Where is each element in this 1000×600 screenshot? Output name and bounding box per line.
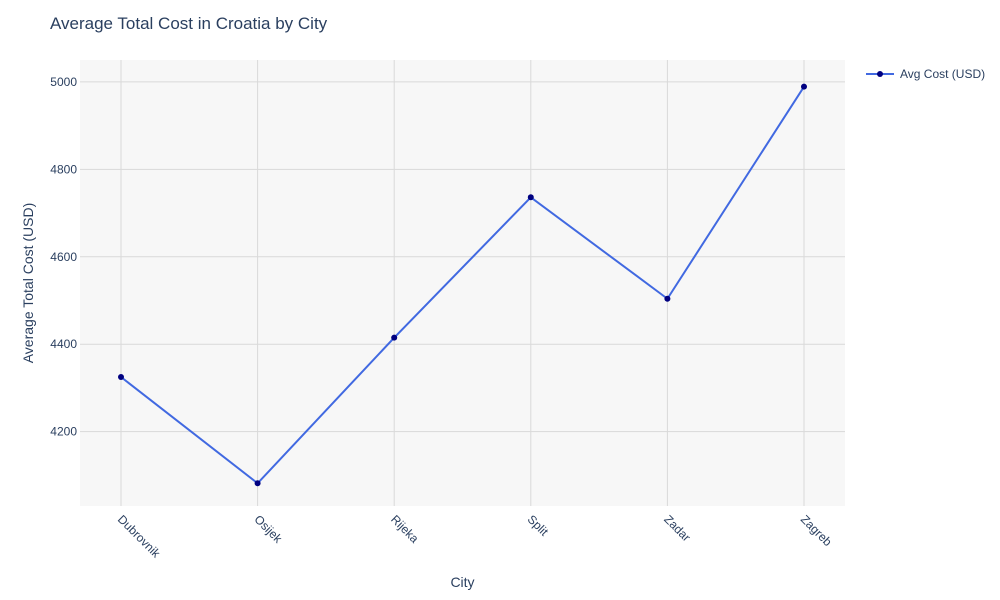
series-group: [118, 83, 807, 487]
data-point[interactable]: [391, 334, 398, 341]
data-point[interactable]: [664, 295, 671, 302]
data-point[interactable]: [527, 194, 534, 201]
plot-background: [80, 60, 845, 506]
y-tick-label: 5000: [50, 75, 77, 89]
x-tick-label: Split: [525, 512, 552, 539]
series-line: [120, 86, 805, 485]
chart-title: Average Total Cost in Croatia by City: [50, 14, 328, 33]
legend-marker-swatch: [877, 71, 883, 77]
x-tick-label: Rijeka: [388, 512, 422, 546]
y-tick-label: 4400: [50, 337, 77, 351]
y-tick-labels: 4200 4400 4600 4800 5000: [50, 75, 77, 439]
data-point[interactable]: [801, 83, 807, 90]
y-tick-label: 4800: [50, 162, 77, 176]
y-tick-label: 4200: [50, 425, 77, 439]
x-axis-title: City: [450, 574, 474, 590]
x-tick-labels: Dubrovnik Osijek Rijeka Split Zadar Zagreb: [115, 512, 835, 561]
x-tick-label: Dubrovnik: [115, 512, 164, 561]
x-tick-label: Zagreb: [798, 512, 835, 549]
data-point[interactable]: [254, 480, 261, 487]
y-tick-label: 4600: [50, 250, 77, 264]
x-tick-label: Osijek: [251, 512, 285, 546]
y-gridlines: [80, 81, 845, 433]
y-axis-title: Average Total Cost (USD): [20, 203, 36, 364]
legend-label: Avg Cost (USD): [900, 67, 985, 81]
x-tick-label: Zadar: [661, 512, 693, 544]
legend[interactable]: Avg Cost (USD): [866, 67, 985, 81]
data-point[interactable]: [118, 374, 124, 381]
